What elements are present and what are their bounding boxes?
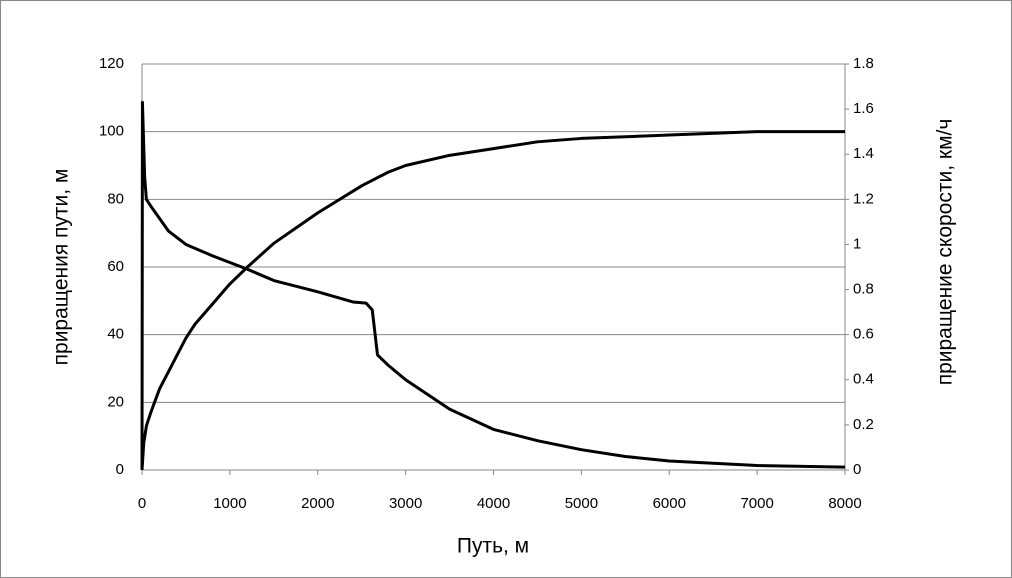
y-tick-label: 80	[107, 190, 124, 207]
y2-tick-label: 1.2	[853, 190, 874, 207]
y2-tick-label: 1.6	[853, 100, 874, 117]
y-tick-label: 0	[116, 461, 124, 478]
data-line	[140, 100, 846, 471]
y2-tick-label: 1	[853, 235, 861, 252]
x-tick-label: 4000	[477, 495, 510, 512]
x-tick-label: 3000	[389, 495, 422, 512]
y-tick-label: 40	[107, 326, 124, 343]
y2-tick-label: 0.2	[853, 416, 874, 433]
y2-tick-label: 0.4	[853, 371, 874, 388]
y-tick-label: 20	[107, 393, 124, 410]
x-tick-label: 5000	[565, 495, 598, 512]
data-line	[140, 130, 845, 471]
y-tick-label: 100	[99, 123, 124, 140]
x-axis-title: Путь, м	[457, 535, 529, 558]
x-tick-label: 0	[138, 495, 146, 512]
y2-tick-label: 0	[853, 461, 861, 478]
y2-tick-label: 1.8	[853, 55, 874, 72]
x-tick-label: 7000	[740, 495, 773, 512]
y-tick-label: 60	[107, 258, 124, 275]
y-tick-label: 120	[99, 55, 124, 72]
y2-tick-label: 0.8	[853, 281, 874, 298]
y2-axis-title: приращение скорости, км/ч	[934, 119, 957, 386]
x-tick-label: 1000	[213, 495, 246, 512]
y-axis-title: приращения пути, м	[50, 169, 73, 366]
y2-tick-label: 0.6	[853, 326, 874, 343]
y2-tick-label: 1.4	[853, 145, 874, 162]
x-tick-label: 2000	[301, 495, 334, 512]
x-tick-label: 6000	[653, 495, 686, 512]
x-tick-label: 8000	[828, 495, 861, 512]
